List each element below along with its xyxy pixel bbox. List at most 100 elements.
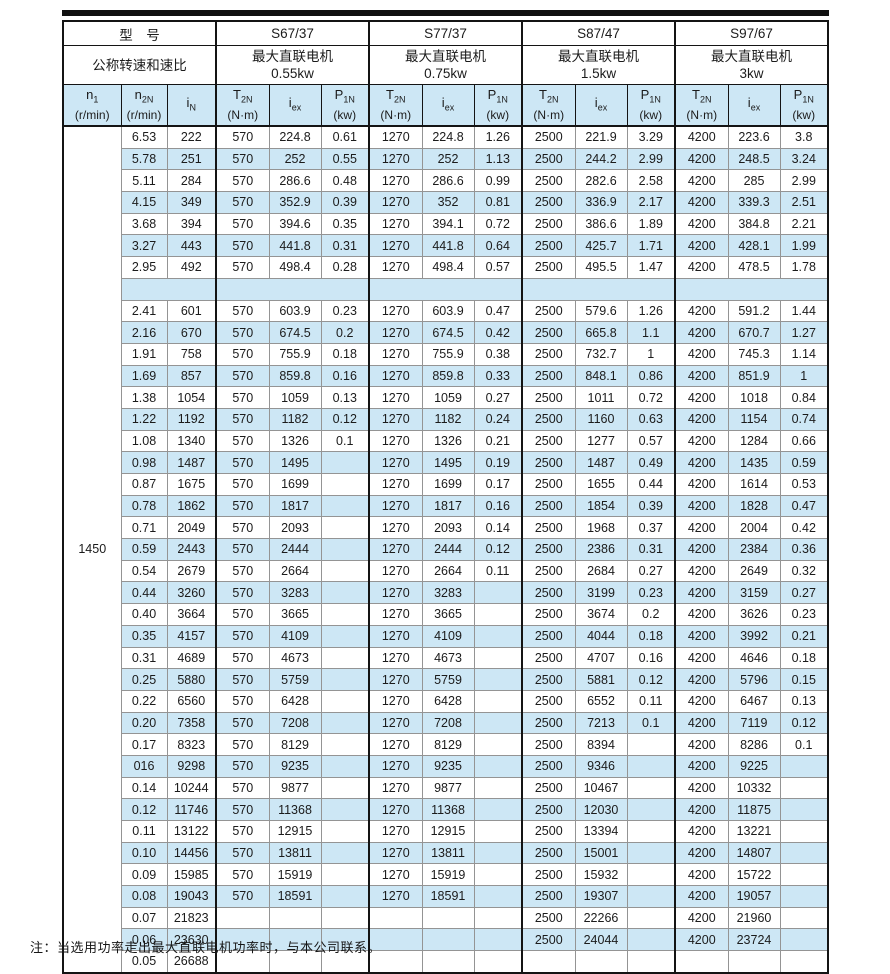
col-header-t2n-s97: T2N (N·m) [674,84,729,127]
cell-s87-t2n: 2500 [521,386,576,409]
cell-s87-p1n: 2.99 [626,147,676,171]
cell-s67-t2n: 570 [215,169,270,193]
motor-spec-s87: 最大直联电机 1.5kw [521,45,676,85]
cell-s97-t2n: 4200 [674,212,729,236]
cell-s97-t2n: 4200 [674,299,729,323]
cell-s97-p1n [779,906,829,930]
cell-s97-iex: 4646 [727,646,781,670]
cell-s67-iex: 11368 [268,798,322,821]
cell-s87-iex [574,950,628,974]
cell-s87-p1n: 1.71 [626,234,676,258]
cell-s97-t2n: 4200 [674,646,729,670]
cell-n2n: 2.16 [120,321,168,344]
cell-s87-t2n: 2500 [521,299,576,323]
motor-spec-s97: 最大直联电机 3kw [674,45,829,85]
cell-s87-p1n: 0.72 [626,386,676,409]
cell-s77-p1n: 0.17 [473,473,523,496]
cell-s87-t2n: 2500 [521,191,576,214]
table-row: 0.06 23630 2500 24044 4200 23724 [63,928,829,952]
cell-in: 13122 [166,820,217,843]
cell-s77-p1n: 0.14 [473,516,523,540]
cell-s77-t2n: 1270 [368,668,423,691]
table-row: 0.44 3260 570 3283 1270 3283 2500 3199 0.23 4200 3… [63,581,829,605]
cell-s77-p1n: 0.16 [473,494,523,518]
table-row: 1450 6.53 222 570 224.8 0.61 1270 224.8 1.26 2500… [62,125,829,974]
cell-s97-iex: 11875 [727,798,781,821]
table-row: 0.11 13122 570 12915 1270 12915 2500 13394 4200 1… [63,820,829,843]
cell-s67-t2n: 570 [215,624,270,648]
cell-s97-p1n: 0.12 [779,711,829,735]
cell-in: 4689 [166,646,217,670]
cell-s77-t2n: 1270 [368,581,423,605]
cell-s97-t2n: 4200 [674,321,729,344]
cell-s67-p1n: 0.23 [320,299,370,323]
cell-s87-p1n: 0.12 [626,668,676,691]
cell-s87-iex: 425.7 [574,234,628,258]
cell-s87-t2n: 2500 [521,473,576,496]
cell-s67-p1n [320,820,370,843]
cell-s67-t2n: 570 [215,473,270,496]
table-row: 0.10 14456 570 13811 1270 13811 2500 15001 4200 1… [63,841,829,865]
cell-s97-iex: 9225 [727,754,781,778]
cell-s77-t2n: 1270 [368,429,423,453]
cell-s87-p1n: 0.86 [626,364,676,388]
cell-n2n: 0.44 [120,581,168,605]
table-row: 0.59 2443 570 2444 1270 2444 0.12 2500 2386 0.31 4… [63,538,829,561]
cell-s97-p1n: 0.84 [779,386,829,409]
cell-s97-t2n: 4200 [674,494,729,518]
cell-s97-iex: 1828 [727,494,781,518]
cell-s97-p1n: 0.15 [779,668,829,691]
cell-s87-t2n: 2500 [521,147,576,171]
cell-s67-iex: 1182 [268,407,322,431]
cell-s87-t2n: 2500 [521,407,576,431]
cell-s87-p1n: 0.31 [626,538,676,561]
cell-n2n: 0.08 [120,885,168,908]
cell-in: 4157 [166,624,217,648]
cell-s67-p1n [320,559,370,583]
cell-s97-t2n: 4200 [674,711,729,735]
cell-s97-iex: 10332 [727,776,781,800]
cell-s87-iex: 848.1 [574,364,628,388]
cell-s87-iex: 495.5 [574,256,628,279]
cell-s97-iex: 3992 [727,624,781,648]
cell-s77-iex: 13811 [421,841,475,865]
cell-s67-t2n: 570 [215,646,270,670]
cell-s87-t2n: 2500 [521,364,576,388]
cell-s87-t2n: 2500 [521,342,576,366]
cell-in: 1340 [166,429,217,453]
table-header: 型 号 S67/37 S77/37 S87/47 S97/67 公称转速和速比 … [62,20,829,127]
cell-in: 9298 [166,754,217,778]
cell-s67-iex: 394.6 [268,212,322,236]
cell-s67-p1n [320,711,370,735]
motor-power: 1.5kw [580,66,617,81]
cell-s87-iex: 3199 [574,581,628,605]
cell-s77-iex: 859.8 [421,364,475,388]
cell-n2n: 0.40 [120,603,168,626]
cell-s97-p1n: 0.53 [779,473,829,496]
cell-in: 857 [166,364,217,388]
col-header-iex-s67: iex [268,84,322,127]
table-row: 5.78 251 570 252 0.55 1270 252 1.13 2500 244.2 2.9… [63,147,829,171]
cell-n2n: 1.69 [120,364,168,388]
cell-s97-p1n: 1 [779,364,829,388]
cell-in: 601 [166,299,217,323]
cell-s77-t2n: 1270 [368,776,423,800]
cell-s77-p1n [473,928,523,952]
cell-s97-p1n [779,950,829,974]
cell-in: 1054 [166,386,217,409]
table-row: 0.98 1487 570 1495 1270 1495 0.19 2500 1487 0.49 4… [63,451,829,474]
cell-s97-p1n: 1.14 [779,342,829,366]
cell-s87-iex: 665.8 [574,321,628,344]
cell-s77-t2n: 1270 [368,885,423,908]
cell-s87-p1n: 0.37 [626,516,676,540]
cell-s67-iex: 498.4 [268,256,322,279]
cell-s87-iex: 221.9 [574,125,628,149]
cell-s97-p1n: 2.21 [779,212,829,236]
cell-in: 394 [166,212,217,236]
cell-s97-t2n: 4200 [674,125,729,149]
cell-s97-iex: 428.1 [727,234,781,258]
cell-s97-t2n: 4200 [674,885,729,908]
cell-s97-p1n: 0.1 [779,733,829,756]
table-row: 0.22 6560 570 6428 1270 6428 2500 6552 0.11 4200 6… [63,689,829,713]
cell-s77-iex: 252 [421,147,475,171]
